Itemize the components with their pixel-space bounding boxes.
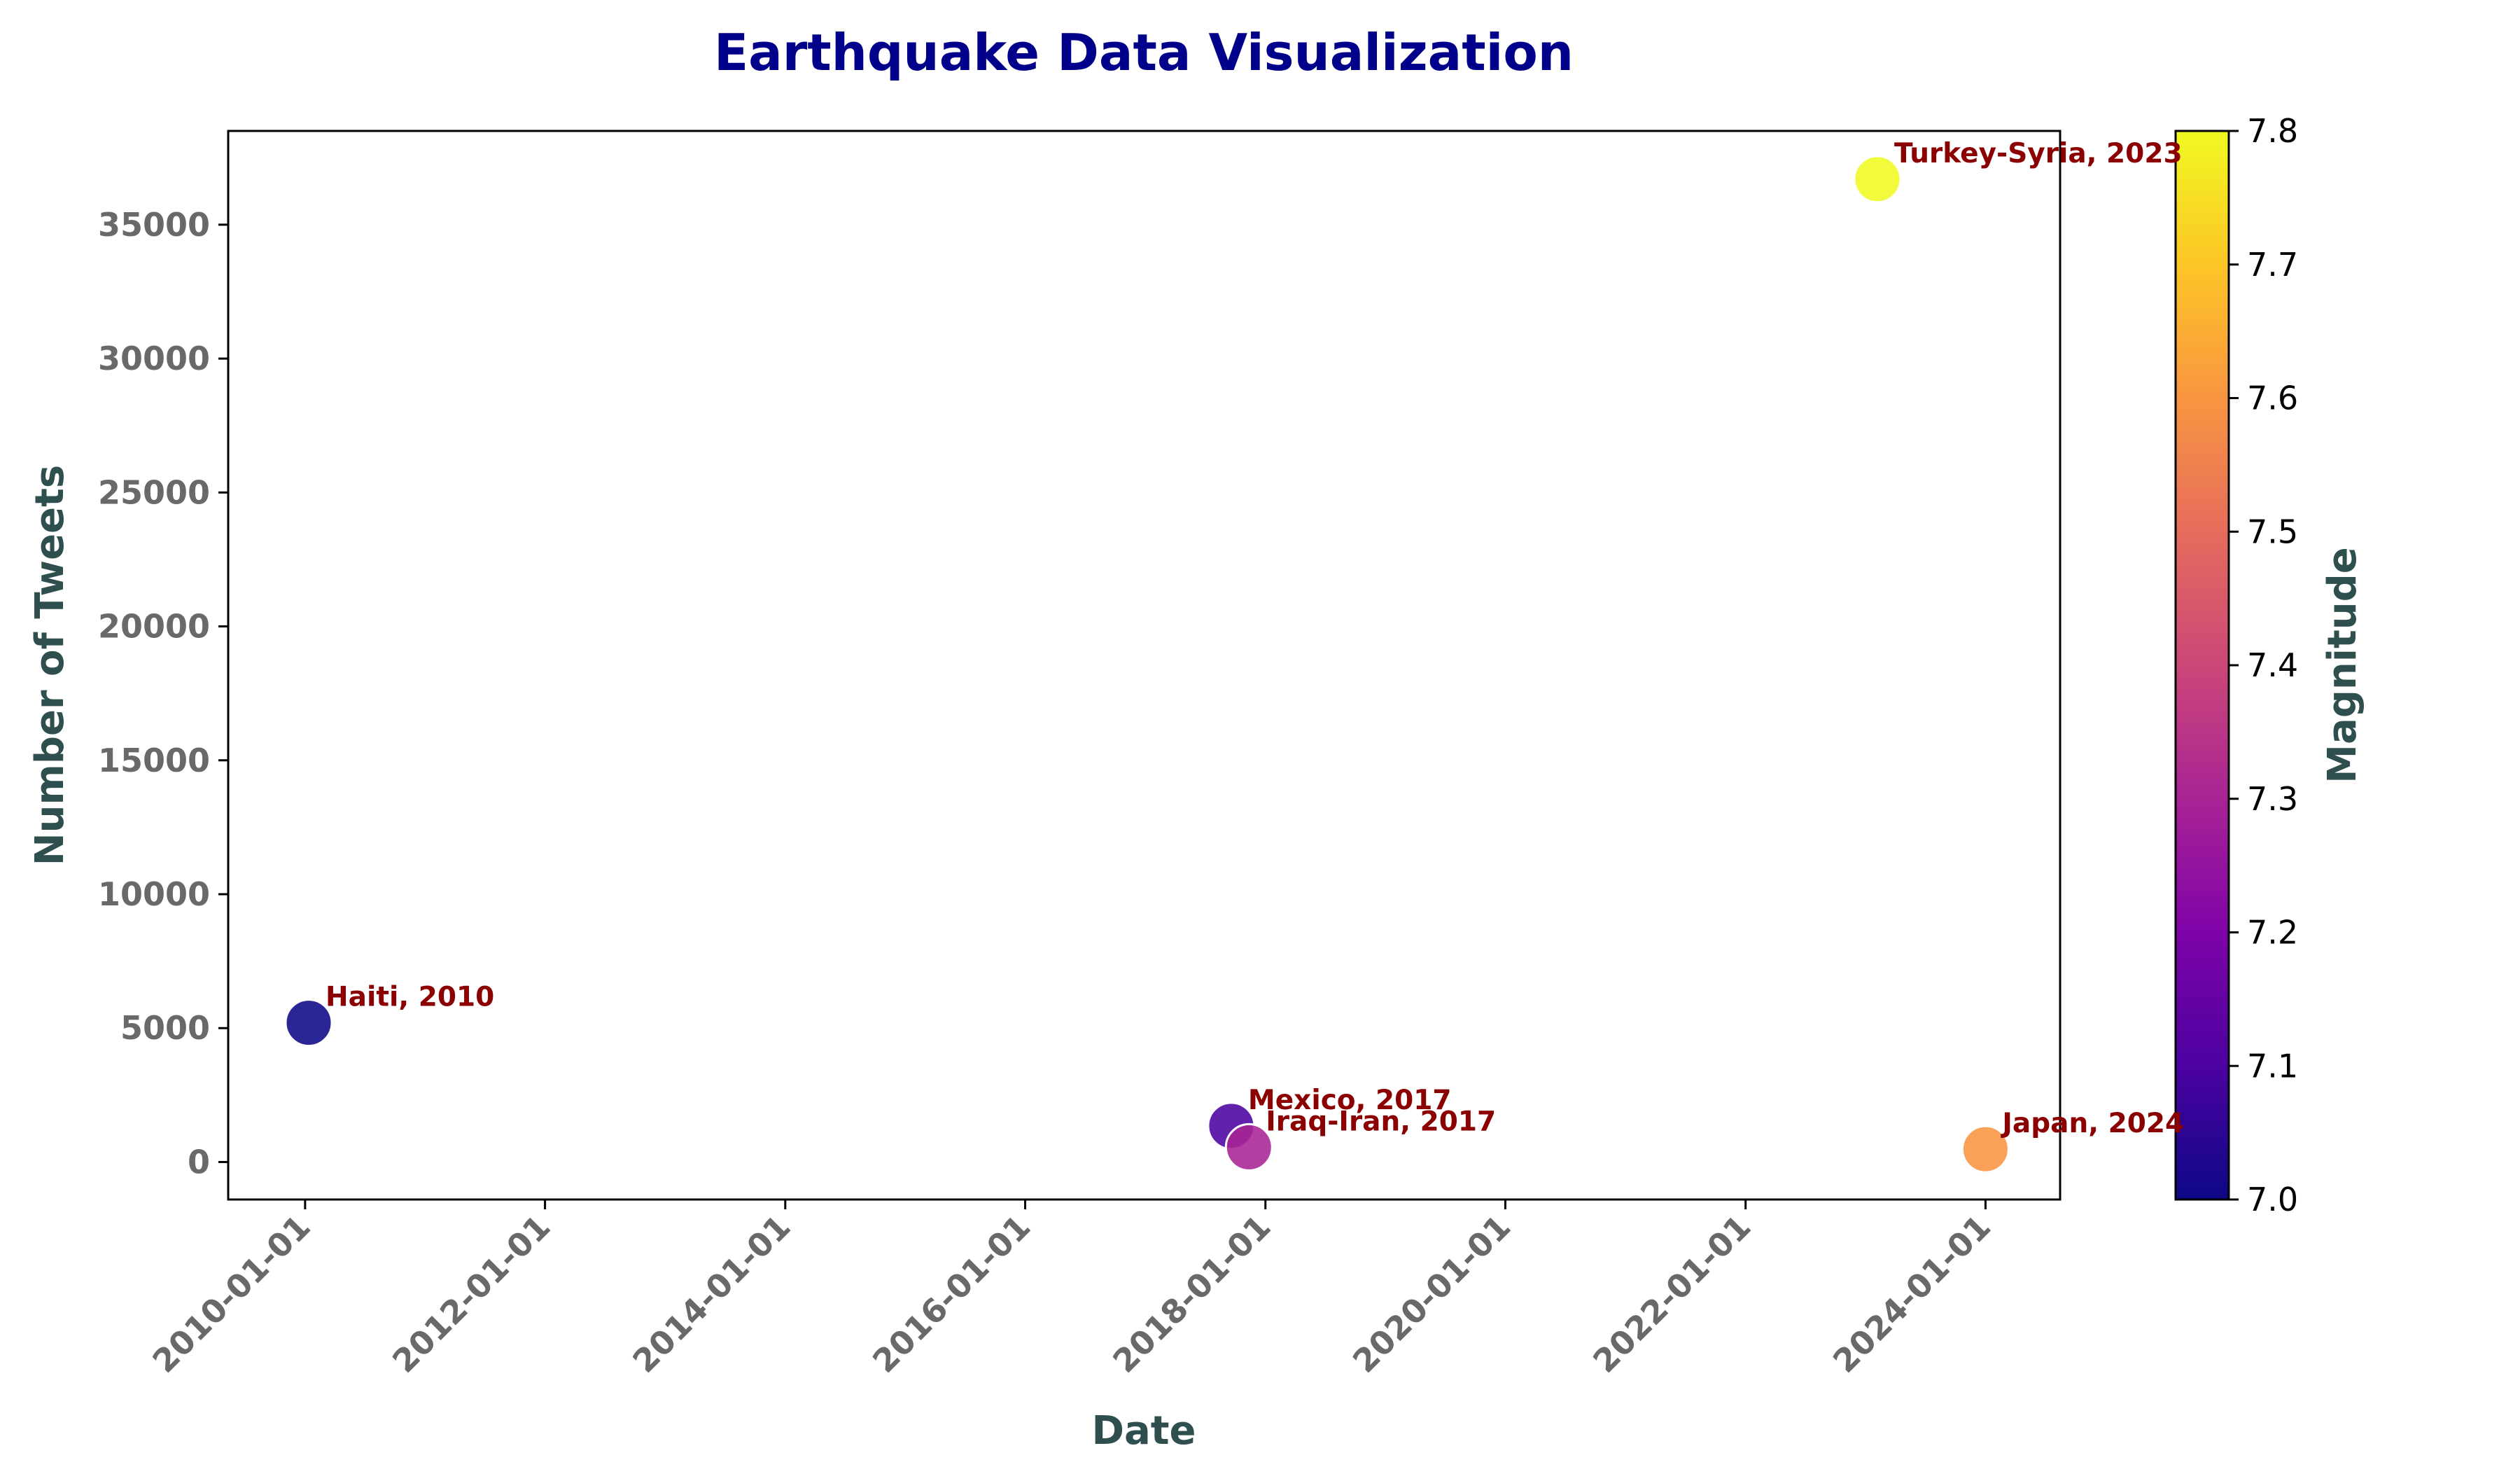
- data-point: [1853, 155, 1902, 204]
- colorbar-tick-label: 7.1: [2247, 1047, 2298, 1085]
- colorbar: [2174, 130, 2230, 1201]
- colorbar-tick-label: 7.0: [2247, 1181, 2298, 1218]
- x-axis-label: Date: [1091, 1408, 1196, 1454]
- data-point: [284, 999, 333, 1048]
- data-points: [284, 155, 2010, 1174]
- data-point: [1224, 1122, 1273, 1171]
- colorbar-label: Magnitude: [2320, 547, 2365, 783]
- plot-frame: [227, 130, 2062, 1201]
- point-annotation: Turkey-Syria, 2023: [1894, 138, 2183, 169]
- point-annotation: Japan, 2024: [2000, 1108, 2184, 1139]
- colorbar-tick-label: 7.3: [2247, 780, 2298, 818]
- colorbar-tick-label: 7.7: [2247, 246, 2298, 284]
- y-tick-label: 10000: [98, 875, 210, 913]
- point-annotation: Iraq-Iran, 2017: [1266, 1106, 1496, 1137]
- y-tick-label: 25000: [98, 473, 210, 511]
- x-tick-label: 2022-01-01: [1586, 1208, 1758, 1380]
- y-tick-label: 30000: [98, 340, 210, 377]
- chart-title: Earthquake Data Visualization: [714, 23, 1574, 82]
- colorbar-tick-label: 7.4: [2247, 646, 2298, 684]
- point-annotation: Haiti, 2010: [326, 982, 494, 1013]
- colorbar-tick-label: 7.2: [2247, 914, 2298, 952]
- x-tick-label: 2010-01-01: [145, 1208, 317, 1380]
- plot-area: [284, 155, 2010, 1174]
- colorbar-tick-label: 7.6: [2247, 380, 2298, 417]
- y-axis-label: Number of Tweets: [27, 465, 73, 865]
- x-tick-label: 2012-01-01: [385, 1208, 557, 1380]
- point-annotation: Mexico, 2017: [1248, 1085, 1452, 1116]
- x-tick-label: 2018-01-01: [1105, 1208, 1278, 1380]
- x-tick-label: 2024-01-01: [1826, 1208, 1998, 1380]
- colorbar-tick-label: 7.8: [2247, 112, 2298, 150]
- data-point: [1961, 1125, 2010, 1174]
- y-tick-label: 15000: [98, 742, 210, 779]
- y-tick-label: 20000: [98, 608, 210, 646]
- y-tick-label: 0: [188, 1143, 210, 1181]
- x-tick-label: 2016-01-01: [865, 1208, 1037, 1380]
- colorbar-tick-label: 7.5: [2247, 513, 2298, 550]
- x-tick-label: 2014-01-01: [625, 1208, 797, 1380]
- x-tick-label: 2020-01-01: [1345, 1208, 1518, 1380]
- y-tick-label: 5000: [120, 1009, 210, 1047]
- colorbar-ticks: 7.0 7.1 7.2 7.3 7.4 7.5 7.6 7.7 7.8: [2229, 112, 2298, 1218]
- y-tick-label: 35000: [98, 206, 210, 244]
